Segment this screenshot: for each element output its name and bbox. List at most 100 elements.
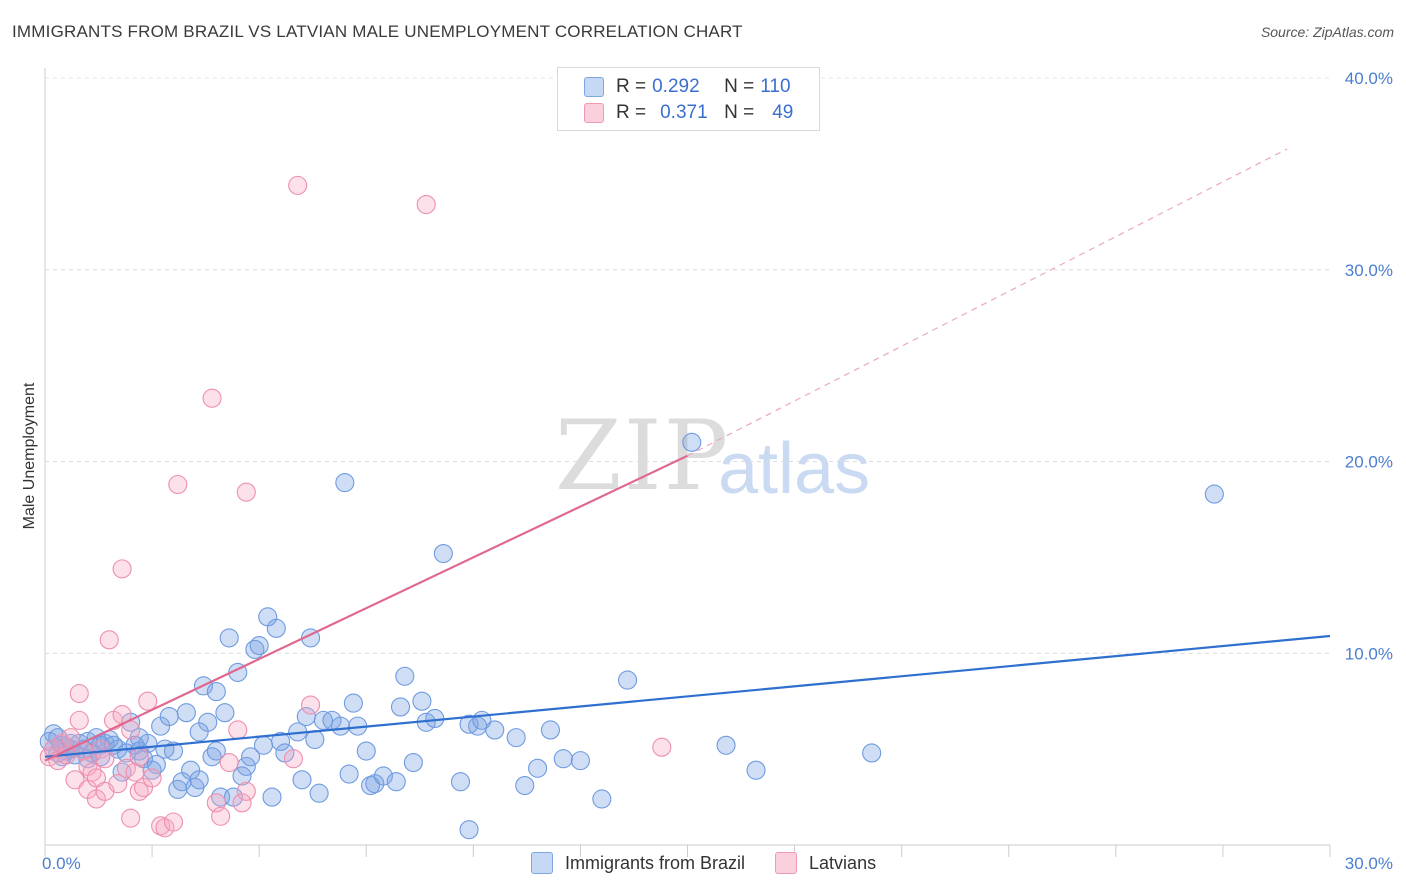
legend-row-latvians: R = 0.371 N = 49 bbox=[584, 101, 793, 125]
legend-swatch-latvians bbox=[584, 103, 604, 123]
latvians-point bbox=[236, 482, 256, 502]
latvians-point bbox=[211, 806, 231, 826]
brazil-point bbox=[292, 770, 312, 790]
legend-n-label: N = bbox=[724, 102, 755, 123]
source-credit: Source: ZipAtlas.com bbox=[1260, 24, 1394, 40]
latvians-point bbox=[108, 774, 128, 794]
latvians-point bbox=[219, 752, 239, 773]
series-label-brazil: Immigrants from Brazil bbox=[565, 852, 746, 873]
brazil-point bbox=[395, 666, 415, 686]
legend-row-brazil: R = 0.292 N = 110 bbox=[584, 75, 791, 99]
trendline-latvians bbox=[44, 454, 688, 762]
brazil-point bbox=[339, 764, 359, 784]
brazil-point bbox=[356, 741, 376, 761]
brazil-point bbox=[403, 752, 423, 773]
brazil-point bbox=[262, 787, 282, 807]
legend-r-value-brazil: 0.292 bbox=[652, 76, 700, 97]
brazil-point bbox=[330, 716, 351, 736]
latvians-point bbox=[121, 808, 141, 828]
brazil-point bbox=[412, 691, 432, 711]
brazil-point bbox=[540, 720, 560, 740]
legend-n-value-latvians: 49 bbox=[772, 102, 794, 123]
latvians-point bbox=[232, 793, 252, 813]
latvians-point bbox=[95, 749, 115, 769]
latvians-point bbox=[283, 749, 303, 769]
brazil-point bbox=[206, 741, 226, 761]
brazil-point bbox=[189, 722, 209, 742]
trendline-latvians-extension bbox=[687, 148, 1288, 457]
trendline-brazil bbox=[44, 634, 1331, 758]
series-legend-brazil[interactable]: Immigrants from Brazil bbox=[531, 852, 745, 874]
latvians-point bbox=[91, 739, 111, 759]
legend-swatch-brazil bbox=[584, 77, 604, 97]
latvians-point bbox=[69, 683, 89, 704]
latvians-point bbox=[129, 747, 149, 767]
brazil-point bbox=[386, 772, 406, 792]
series-legend: Immigrants from Brazil Latvians bbox=[531, 852, 906, 874]
brazil-point bbox=[450, 772, 471, 792]
brazil-point bbox=[592, 789, 612, 809]
legend-r-value-latvians: 0.371 bbox=[660, 102, 708, 123]
brazil-point bbox=[305, 729, 325, 750]
brazil-point bbox=[266, 618, 286, 638]
legend-n-value-brazil: 110 bbox=[760, 76, 791, 97]
latvians-point bbox=[69, 710, 89, 730]
series-swatch-latvians bbox=[775, 852, 798, 874]
latvians-point bbox=[202, 388, 222, 408]
legend-r-label: R = bbox=[616, 76, 647, 97]
watermark-atlas: atlas bbox=[718, 429, 871, 509]
brazil-point bbox=[335, 473, 355, 493]
brazil-point bbox=[390, 697, 411, 717]
brazil-point bbox=[682, 432, 702, 452]
brazil-point bbox=[241, 747, 261, 767]
brazil-point bbox=[176, 703, 196, 723]
latvians-point bbox=[99, 630, 119, 650]
brazil-point bbox=[206, 682, 226, 702]
brazil-point bbox=[485, 720, 505, 740]
brazil-point bbox=[343, 693, 363, 713]
latvians-point bbox=[61, 728, 81, 748]
brazil-point bbox=[553, 749, 573, 769]
brazil-point bbox=[433, 543, 453, 564]
legend-r-label: R = bbox=[616, 102, 647, 123]
series-label-latvians: Latvians bbox=[809, 852, 877, 873]
brazil-point bbox=[506, 728, 526, 748]
y-tick-label: 40.0% bbox=[1345, 69, 1393, 88]
latvians-point bbox=[288, 175, 308, 195]
brazil-point bbox=[425, 708, 445, 728]
watermark-zip: ZIP bbox=[555, 400, 731, 512]
y-axis-title: Male Unemployment bbox=[21, 382, 38, 529]
series-legend-latvians[interactable]: Latvians bbox=[775, 852, 876, 874]
y-tick-label: 10.0% bbox=[1345, 644, 1393, 663]
brazil-point bbox=[219, 628, 239, 648]
latvians-point bbox=[86, 768, 106, 788]
brazil-point bbox=[862, 743, 882, 763]
series-swatch-brazil bbox=[531, 852, 553, 874]
brazil-point bbox=[232, 766, 252, 786]
brazil-point bbox=[528, 758, 548, 778]
brazil-point bbox=[163, 741, 184, 761]
latvians-point bbox=[163, 812, 184, 832]
chart-title: IMMIGRANTS FROM BRAZIL VS LATVIAN MALE U… bbox=[12, 22, 743, 41]
brazil-point bbox=[159, 706, 179, 727]
brazil-point bbox=[189, 770, 209, 790]
latvians-point bbox=[228, 720, 248, 740]
brazil-point bbox=[716, 735, 736, 755]
legend-n-label: N = bbox=[724, 76, 755, 97]
y-tick-label: 30.0% bbox=[1345, 261, 1393, 280]
latvians-point bbox=[138, 691, 158, 711]
x-tick-label-min: 0.0% bbox=[42, 854, 81, 873]
brazil-point bbox=[1204, 484, 1224, 504]
latvians-point bbox=[112, 559, 132, 579]
brazil-point bbox=[271, 731, 291, 752]
y-tick-label: 20.0% bbox=[1345, 453, 1393, 472]
brazil-point bbox=[459, 820, 479, 840]
brazil-point bbox=[570, 751, 590, 771]
latvians-point bbox=[65, 770, 85, 790]
latvians-point bbox=[142, 768, 162, 788]
brazil-point bbox=[249, 636, 269, 656]
brazil-point bbox=[617, 670, 638, 690]
latvians-point bbox=[416, 195, 436, 215]
latvians-point bbox=[125, 762, 145, 782]
